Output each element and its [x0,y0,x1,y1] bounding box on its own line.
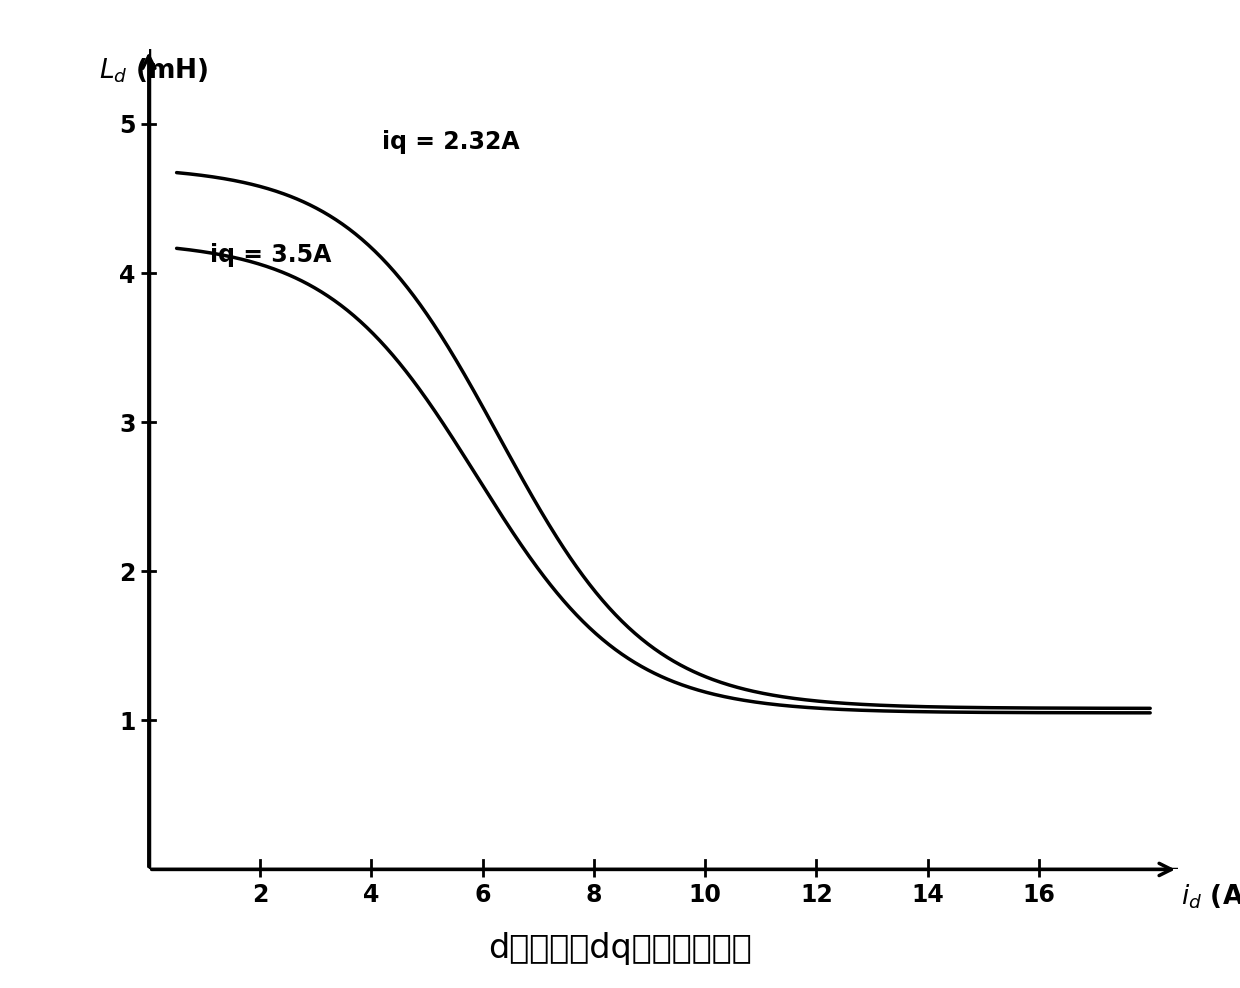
Text: iq = 3.5A: iq = 3.5A [210,243,331,267]
Text: $i_d$ (A): $i_d$ (A) [1180,882,1240,911]
Text: iq = 2.32A: iq = 2.32A [382,129,520,154]
Text: $L_d$ (mH): $L_d$ (mH) [99,57,208,85]
Text: d轴电感随dq轴电流的变化: d轴电感随dq轴电流的变化 [489,932,751,965]
